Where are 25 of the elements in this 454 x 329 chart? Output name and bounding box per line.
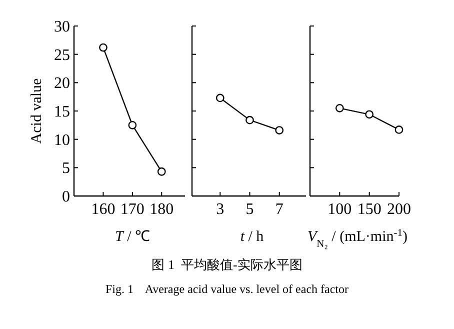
y-tick-label: 30 — [54, 18, 70, 36]
x-tick-label: 7 — [275, 201, 284, 218]
y-axis-title: Acid value — [29, 78, 45, 144]
y-tick-label: 10 — [54, 132, 70, 149]
x-axis-title: t / h — [240, 229, 264, 245]
caption: 图 1 平均酸值-实际水平图 — [152, 257, 302, 272]
x-tick-label: 200 — [387, 201, 411, 218]
y-tick-label: 5 — [62, 160, 70, 178]
point — [99, 43, 108, 52]
x-tick-label: 5 — [246, 201, 254, 218]
y-tick-label: 15 — [54, 104, 70, 120]
caption: Fig. 1 Average acid value vs. level of each factor — [105, 282, 349, 296]
x-tick-label: 170 — [120, 201, 144, 218]
y-tick-label: 0 — [62, 188, 70, 206]
y-tick-label: 25 — [54, 46, 70, 64]
x-tick-label: 100 — [328, 201, 352, 218]
point — [157, 167, 166, 176]
x-tick-label: 160 — [91, 201, 116, 218]
x-tick-label: 150 — [357, 201, 382, 218]
y-tick-label: 20 — [54, 75, 70, 92]
x-axis-title: V$_{N₂}$ / (mL·min$^{-1}$) — [308, 228, 408, 250]
point — [128, 120, 137, 130]
x-tick-label: 180 — [150, 201, 174, 218]
x-axis-title: T / ℃ — [114, 229, 150, 245]
x-tick-label: 3 — [216, 201, 224, 218]
